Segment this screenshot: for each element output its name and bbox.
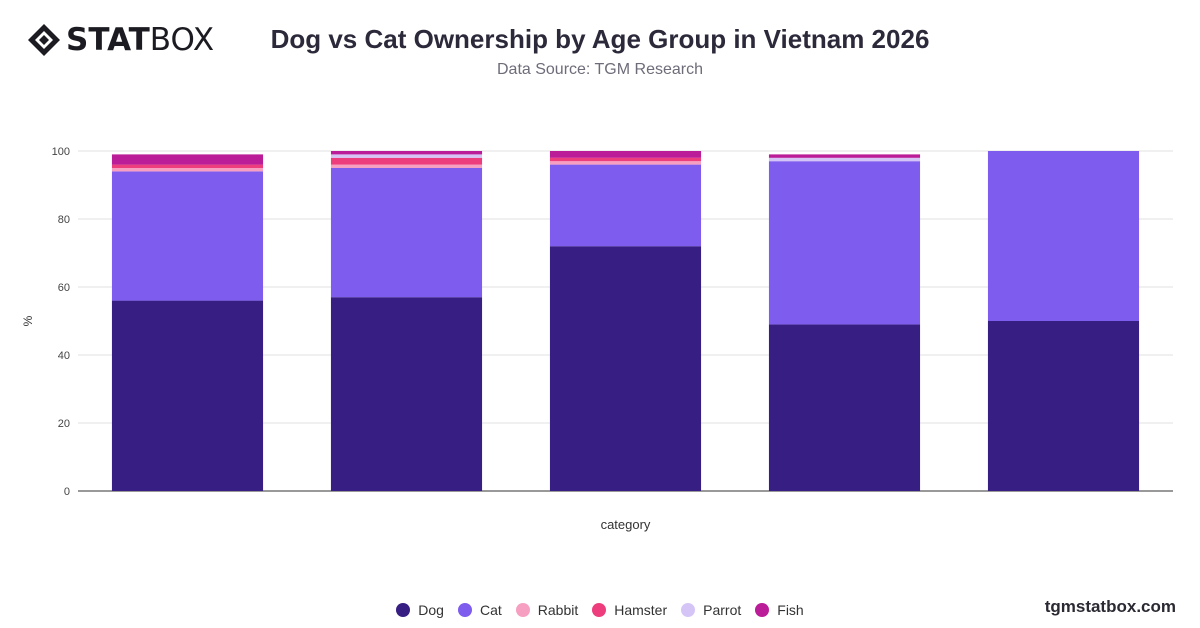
legend-swatch (396, 603, 411, 617)
bar-segment-rabbit (111, 168, 264, 172)
bar-segment-cat (111, 171, 264, 301)
diamond-logo-icon (28, 24, 60, 56)
bar-segment-hamster (330, 157, 483, 165)
bar-segment-parrot (330, 154, 483, 158)
bar-segment-fish (768, 154, 921, 158)
x-axis-label: category (601, 517, 651, 532)
legend-label: Hamster (614, 602, 668, 618)
y-tick-label: 60 (58, 282, 70, 294)
bar-segment-cat (549, 164, 702, 247)
legend-swatch (592, 603, 607, 617)
legend-item-dog[interactable]: Dog (396, 602, 444, 618)
bar-segment-dog (768, 324, 921, 491)
bar-segment-dog (987, 321, 1140, 491)
brand-logo: STATBOX (26, 22, 214, 58)
legend-label: Dog (418, 602, 444, 618)
bar-segment-fish (111, 154, 264, 165)
y-tick-label: 0 (64, 486, 70, 498)
bar-segment-rabbit (330, 164, 483, 168)
bar-segment-cat (987, 151, 1140, 321)
bar-segment-hamster (111, 164, 264, 168)
y-tick-label: 80 (58, 214, 70, 226)
legend-item-cat[interactable]: Cat (457, 602, 502, 618)
bar-segment-fish (330, 151, 483, 155)
chart-title: Dog vs Cat Ownership by Age Group in Vie… (270, 24, 930, 54)
logo-bold-text: STAT (66, 22, 150, 58)
legend-item-hamster[interactable]: Hamster (592, 602, 667, 618)
bar-segment-dog (549, 246, 702, 491)
bar-segment-cat (768, 161, 921, 325)
bar-segment-dog (111, 300, 264, 491)
y-tick-label: 20 (58, 418, 70, 430)
bar-segment-dog (330, 297, 483, 491)
bar-segment-hamster (549, 157, 702, 162)
legend-label: Rabbit (537, 602, 579, 618)
chart-subtitle: Data Source: TGM Research (496, 61, 703, 78)
logo-wordmark: STATBOX (66, 22, 214, 58)
legend-swatch (755, 603, 770, 617)
legend-label: Cat (479, 602, 502, 618)
y-tick-label: 100 (52, 146, 70, 158)
y-tick-label: 40 (58, 350, 70, 362)
legend-label: Parrot (703, 602, 742, 618)
logo-light-text: BOX (149, 22, 215, 58)
chart-legend: Dog Cat Rabbit Hamster Parrot Fish (0, 602, 1200, 618)
bar-segment-parrot (768, 157, 921, 162)
legend-item-fish[interactable]: Fish (755, 602, 804, 618)
legend-swatch (515, 603, 530, 617)
legend-swatch (457, 603, 472, 617)
legend-item-rabbit[interactable]: Rabbit (515, 602, 579, 618)
bar-segment-fish (549, 151, 702, 158)
legend-swatch (681, 603, 696, 617)
y-axis-label: % (21, 315, 35, 326)
legend-label: Fish (777, 602, 804, 618)
footer-site-link[interactable]: tgmstatbox.com (1044, 597, 1176, 616)
legend-item-parrot[interactable]: Parrot (681, 602, 741, 618)
bar-segment-cat (330, 168, 483, 298)
bar-segment-rabbit (549, 161, 702, 165)
